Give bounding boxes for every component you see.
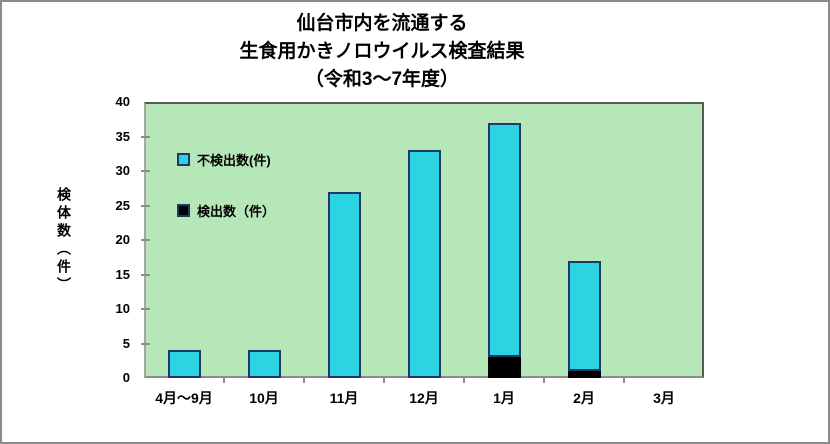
bar-segment-not-detected bbox=[487, 122, 521, 358]
x-tick-label: 2月 bbox=[573, 390, 595, 406]
x-tick-label: 11月 bbox=[329, 390, 359, 406]
bar-segment-not-detected bbox=[327, 191, 361, 378]
chart-title-line-1: 仙台市内を流通する bbox=[296, 13, 468, 34]
y-tick-label: 10 bbox=[115, 301, 130, 316]
y-tick-label: 35 bbox=[115, 128, 130, 144]
y-tick-label: 20 bbox=[115, 232, 130, 247]
y-tick-label: 25 bbox=[115, 197, 130, 213]
bar-segment-not-detected bbox=[407, 150, 441, 378]
x-tick-label: 12月 bbox=[409, 390, 439, 406]
x-tick-label: 4月～9月 bbox=[155, 390, 213, 406]
detected-swatch-icon bbox=[177, 203, 190, 217]
not-detected-swatch-icon bbox=[177, 152, 190, 166]
chart-title-line-3: （令和3～7年度） bbox=[304, 69, 460, 90]
y-tick-mark bbox=[141, 170, 150, 172]
legend-label-not-detected: 不検出数(件) bbox=[197, 152, 271, 168]
x-tick-mark bbox=[543, 378, 545, 383]
y-tick-mark bbox=[141, 342, 150, 345]
bar-segment-not-detected bbox=[247, 350, 281, 378]
y-tick-label: 0 bbox=[122, 370, 130, 385]
x-tick-mark bbox=[463, 378, 465, 383]
legend-item-not-detected: 不検出数(件) bbox=[177, 151, 275, 168]
bar-segment-detected bbox=[567, 371, 601, 378]
y-tick-mark bbox=[141, 273, 150, 276]
legend-label-detected: 検出数（件） bbox=[197, 203, 276, 219]
chart-legend: 不検出数(件) 検出数（件） bbox=[177, 151, 276, 219]
y-tick-label: 5 bbox=[122, 335, 130, 351]
y-axis-title: 検体数（件） bbox=[56, 187, 72, 295]
y-tick-mark bbox=[141, 204, 150, 207]
y-tick-label: 30 bbox=[115, 163, 130, 178]
x-tick-label: 10月 bbox=[249, 390, 279, 406]
x-tick-mark bbox=[383, 378, 385, 383]
x-tick-label: 1月 bbox=[493, 390, 515, 406]
x-tick-mark bbox=[303, 378, 305, 383]
legend-item-detected: 検出数（件） bbox=[177, 202, 276, 219]
chart-title: 仙台市内を流通する 生食用かきノロウイルス検査結果 （令和3～7年度） bbox=[2, 10, 762, 94]
bar-segment-detected bbox=[487, 357, 521, 378]
bar-segment-not-detected bbox=[567, 260, 601, 372]
chart-title-line-2: 生食用かきノロウイルス検査結果 bbox=[239, 41, 525, 62]
y-tick-mark bbox=[141, 239, 150, 241]
x-tick-mark bbox=[623, 378, 625, 383]
y-tick-label: 15 bbox=[115, 266, 130, 282]
bar-segment-not-detected bbox=[167, 350, 201, 378]
x-tick-label: 3月 bbox=[653, 390, 675, 406]
y-tick-mark bbox=[141, 308, 150, 310]
x-tick-mark bbox=[223, 378, 225, 383]
y-tick-label: 40 bbox=[115, 94, 130, 109]
y-tick-mark bbox=[141, 135, 150, 138]
